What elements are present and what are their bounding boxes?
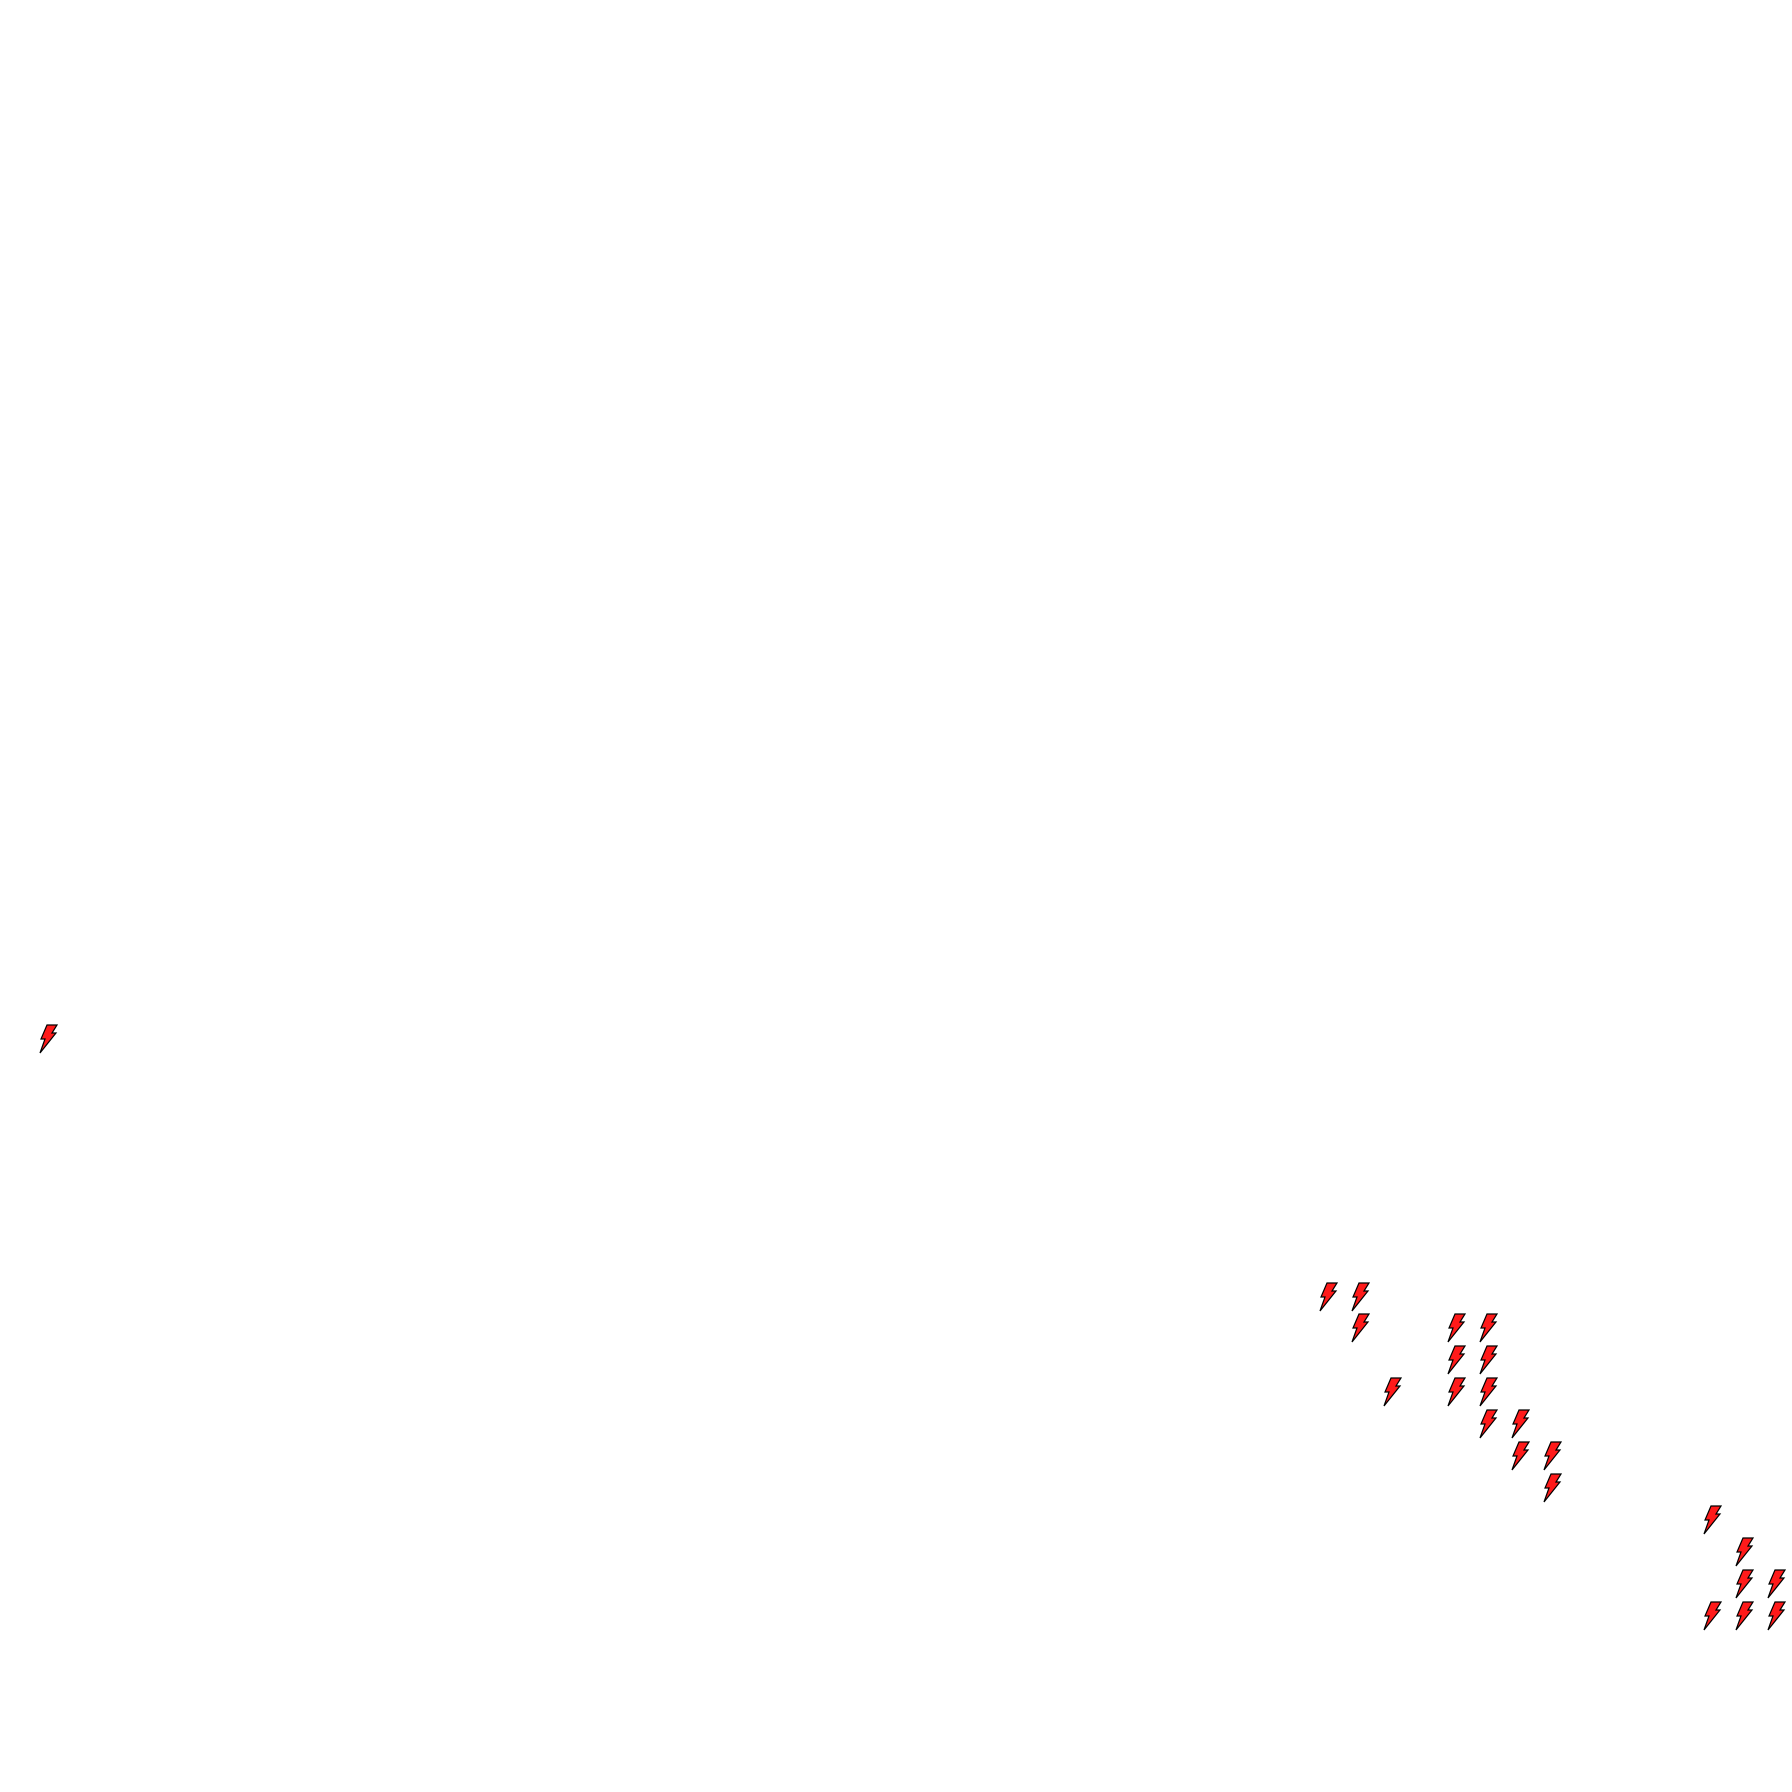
lightning-marker[interactable]: [1479, 1409, 1499, 1439]
lightning-bolt-icon: [1543, 1441, 1563, 1471]
lightning-bolt-icon: [1767, 1569, 1787, 1599]
lightning-marker[interactable]: [1511, 1409, 1531, 1439]
lightning-marker[interactable]: [1479, 1313, 1499, 1343]
lightning-marker[interactable]: [1319, 1282, 1339, 1312]
lightning-bolt-icon: [1319, 1282, 1339, 1312]
lightning-marker[interactable]: [1447, 1377, 1467, 1407]
lightning-bolt-icon: [1479, 1409, 1499, 1439]
lightning-marker[interactable]: [1767, 1601, 1787, 1631]
lightning-marker[interactable]: [1543, 1473, 1563, 1503]
lightning-bolt-icon: [1511, 1409, 1531, 1439]
lightning-bolt-icon: [1351, 1282, 1371, 1312]
lightning-marker[interactable]: [1351, 1313, 1371, 1343]
lightning-bolt-icon: [1735, 1537, 1755, 1567]
lightning-marker[interactable]: [1479, 1377, 1499, 1407]
lightning-bolt-icon: [1735, 1601, 1755, 1631]
lightning-bolt-icon: [1543, 1473, 1563, 1503]
lightning-marker[interactable]: [1543, 1441, 1563, 1471]
lightning-marker[interactable]: [1735, 1537, 1755, 1567]
lightning-bolt-icon: [39, 1024, 59, 1054]
lightning-bolt-icon: [1767, 1601, 1787, 1631]
lightning-marker[interactable]: [1767, 1569, 1787, 1599]
lightning-marker[interactable]: [1703, 1601, 1723, 1631]
lightning-bolt-icon: [1351, 1313, 1371, 1343]
lightning-marker[interactable]: [1511, 1441, 1531, 1471]
lightning-bolt-icon: [1479, 1313, 1499, 1343]
lightning-bolt-icon: [1447, 1377, 1467, 1407]
lightning-marker[interactable]: [1735, 1569, 1755, 1599]
lightning-bolt-icon: [1735, 1569, 1755, 1599]
lightning-marker[interactable]: [1447, 1345, 1467, 1375]
lightning-bolt-icon: [1447, 1313, 1467, 1343]
lightning-marker[interactable]: [1735, 1601, 1755, 1631]
lightning-bolt-icon: [1703, 1505, 1723, 1535]
lightning-bolt-icon: [1479, 1377, 1499, 1407]
lightning-marker[interactable]: [1703, 1505, 1723, 1535]
lightning-bolt-icon: [1703, 1601, 1723, 1631]
lightning-marker[interactable]: [1479, 1345, 1499, 1375]
lightning-bolt-icon: [1511, 1441, 1531, 1471]
lightning-marker[interactable]: [1351, 1282, 1371, 1312]
lightning-bolt-icon: [1383, 1377, 1403, 1407]
lightning-bolt-icon: [1447, 1345, 1467, 1375]
lightning-marker[interactable]: [39, 1024, 59, 1054]
lightning-marker[interactable]: [1383, 1377, 1403, 1407]
lightning-marker[interactable]: [1447, 1313, 1467, 1343]
lightning-bolt-icon: [1479, 1345, 1499, 1375]
